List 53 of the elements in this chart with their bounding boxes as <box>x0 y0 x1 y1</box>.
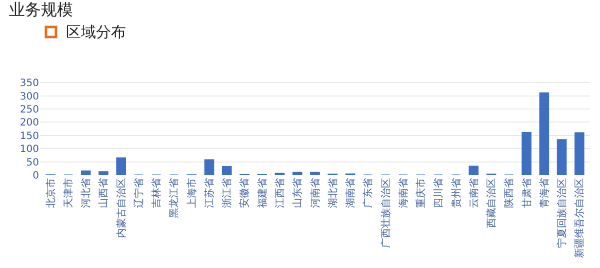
y-tick-label: 350 <box>20 78 39 90</box>
x-tick-label: 山西省 <box>98 178 110 208</box>
bar <box>539 92 550 175</box>
y-tick-label: 100 <box>20 144 39 156</box>
x-tick-label: 辽宁省 <box>132 178 145 208</box>
x-tick-label: 福建省 <box>256 178 268 208</box>
x-tick-label: 湖南省 <box>344 178 357 208</box>
x-tick-label: 黑龙江省 <box>168 178 180 218</box>
bar <box>204 159 214 175</box>
y-tick-label: 50 <box>26 157 39 168</box>
x-tick-label: 新疆维吾尔自治区 <box>574 178 586 258</box>
y-tick-label: 250 <box>20 104 39 116</box>
x-tick-label: 天津市 <box>62 178 74 208</box>
x-tick-label: 广东省 <box>362 178 374 208</box>
x-tick-label: 河北省 <box>80 178 92 208</box>
chart-subtitle: 区域分布 <box>66 23 126 41</box>
x-tick-label: 贵州省 <box>450 178 462 208</box>
bar <box>522 132 532 175</box>
x-tick-label: 上海市 <box>186 178 198 208</box>
x-tick-label: 宁夏回族自治区 <box>556 178 568 248</box>
y-tick-label: 300 <box>20 91 39 102</box>
x-tick-label: 云南省 <box>468 178 480 208</box>
x-tick-label: 山东省 <box>292 178 304 208</box>
x-tick-label: 陕西省 <box>503 178 516 208</box>
x-tick-label: 河南省 <box>309 178 322 208</box>
x-tick-label: 广西壮族自治区 <box>380 178 392 248</box>
y-tick-label: 0 <box>32 170 39 182</box>
bar <box>222 166 232 175</box>
x-tick-label: 甘肃省 <box>520 178 533 208</box>
x-tick-label: 北京市 <box>44 178 57 208</box>
chart-title: 业务规模 <box>9 0 73 20</box>
bar <box>80 170 91 175</box>
x-tick-label: 海南省 <box>397 178 410 208</box>
x-tick-label: 吉林省 <box>150 178 163 208</box>
bar <box>556 139 567 175</box>
x-tick-label: 青海省 <box>538 178 550 208</box>
bar <box>310 172 320 175</box>
x-tick-label: 江苏省 <box>203 178 216 208</box>
y-tick-label: 200 <box>20 118 39 129</box>
x-tick-label: 四川省 <box>432 178 445 208</box>
bar <box>574 132 584 175</box>
x-tick-label: 湖北省 <box>326 178 339 208</box>
x-tick-label: 重庆市 <box>415 178 428 208</box>
bar <box>468 166 479 175</box>
x-tick-label: 浙江省 <box>221 178 234 208</box>
bar <box>98 171 108 175</box>
bar <box>292 172 302 175</box>
x-tick-label: 西藏自治区 <box>486 178 498 228</box>
x-tick-label: 安徽省 <box>238 178 251 208</box>
x-tick-label: 江西省 <box>274 178 286 208</box>
y-tick-label: 150 <box>20 130 39 142</box>
bar <box>116 157 126 175</box>
x-tick-label: 内蒙古自治区 <box>115 178 128 238</box>
